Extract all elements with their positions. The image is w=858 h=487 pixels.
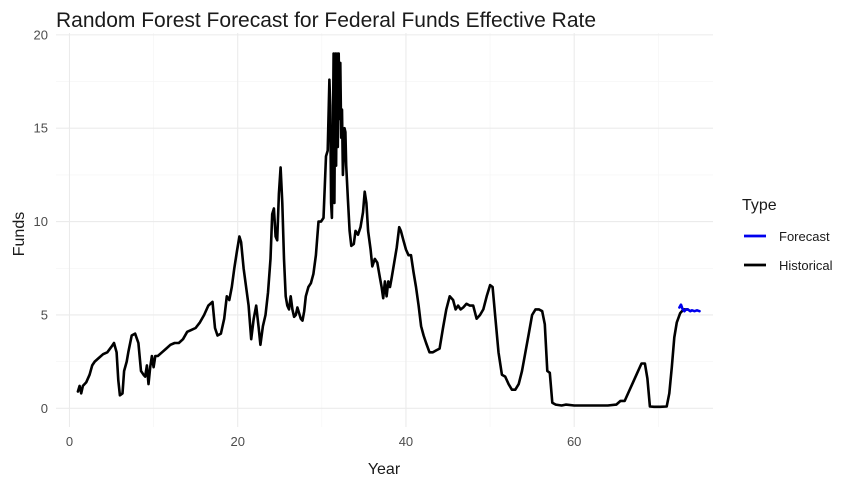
grid: [56, 33, 713, 427]
y-tick-label: 20: [34, 27, 48, 42]
axis-ticks: 0 20 40 60 0 5 10 15 20: [34, 27, 582, 449]
series-line-forecast: [678, 303, 701, 313]
y-tick-label: 0: [41, 401, 48, 416]
legend: Type Forecast Historical: [742, 197, 833, 273]
series-lines: [76, 52, 701, 409]
y-axis-title: Funds: [11, 212, 28, 256]
legend-label-forecast: Forecast: [779, 229, 830, 244]
y-tick-label: 15: [34, 121, 48, 136]
y-tick-label: 5: [41, 307, 48, 322]
x-axis-title: Year: [368, 461, 401, 478]
x-tick-label: 40: [399, 434, 413, 449]
chart-title: Random Forest Forecast for Federal Funds…: [56, 9, 596, 32]
x-tick-label: 0: [66, 434, 73, 449]
legend-title: Type: [742, 197, 777, 214]
x-tick-label: 20: [230, 434, 244, 449]
series-line-historical: [76, 52, 690, 409]
y-tick-label: 10: [34, 214, 48, 229]
legend-label-historical: Historical: [779, 258, 833, 273]
x-tick-label: 60: [567, 434, 581, 449]
